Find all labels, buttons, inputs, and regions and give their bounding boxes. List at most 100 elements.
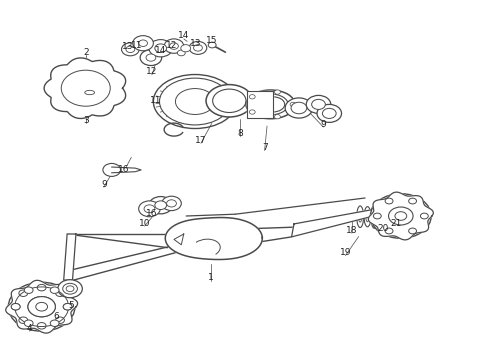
- Circle shape: [274, 114, 280, 119]
- Circle shape: [291, 102, 307, 114]
- Circle shape: [162, 196, 181, 211]
- Ellipse shape: [85, 90, 95, 95]
- Circle shape: [58, 280, 82, 298]
- Text: 14: 14: [178, 31, 190, 40]
- Text: 18: 18: [346, 226, 358, 235]
- Circle shape: [194, 45, 202, 51]
- Text: 8: 8: [237, 129, 243, 138]
- Circle shape: [37, 284, 46, 291]
- Circle shape: [389, 207, 413, 225]
- Circle shape: [139, 40, 147, 46]
- Circle shape: [370, 194, 431, 238]
- Circle shape: [312, 99, 325, 109]
- Circle shape: [177, 50, 185, 56]
- Circle shape: [144, 205, 155, 213]
- Polygon shape: [292, 209, 375, 237]
- Circle shape: [409, 198, 416, 204]
- Circle shape: [37, 323, 46, 329]
- Circle shape: [66, 286, 74, 292]
- Text: 1: 1: [208, 274, 214, 282]
- Text: 4: 4: [26, 324, 32, 333]
- Text: 3: 3: [83, 116, 89, 125]
- Circle shape: [140, 50, 162, 66]
- Ellipse shape: [359, 211, 362, 222]
- Circle shape: [164, 39, 184, 53]
- Circle shape: [306, 95, 331, 113]
- Circle shape: [19, 290, 28, 297]
- Circle shape: [122, 43, 139, 56]
- Text: 9: 9: [101, 180, 107, 189]
- Circle shape: [395, 212, 407, 220]
- Ellipse shape: [213, 89, 246, 112]
- Text: 9: 9: [320, 120, 326, 129]
- Circle shape: [139, 201, 160, 217]
- Ellipse shape: [357, 206, 364, 228]
- Circle shape: [167, 200, 176, 207]
- Ellipse shape: [364, 207, 371, 227]
- Circle shape: [189, 41, 207, 54]
- Circle shape: [249, 110, 255, 114]
- Circle shape: [317, 104, 342, 122]
- Text: 21: 21: [390, 219, 402, 228]
- Circle shape: [36, 302, 48, 311]
- Circle shape: [155, 201, 167, 210]
- Polygon shape: [6, 280, 77, 333]
- Ellipse shape: [246, 90, 295, 119]
- Circle shape: [385, 228, 393, 234]
- Circle shape: [155, 44, 167, 53]
- Circle shape: [34, 301, 49, 312]
- Circle shape: [24, 287, 33, 293]
- Circle shape: [103, 163, 121, 176]
- Ellipse shape: [366, 212, 369, 222]
- Circle shape: [8, 282, 75, 331]
- Circle shape: [28, 297, 55, 317]
- Circle shape: [11, 303, 20, 310]
- Text: 11: 11: [150, 96, 162, 105]
- Circle shape: [322, 108, 336, 118]
- Text: 16: 16: [118, 165, 129, 174]
- Circle shape: [285, 98, 313, 118]
- Ellipse shape: [373, 211, 376, 222]
- Text: 7: 7: [262, 143, 268, 152]
- Circle shape: [181, 45, 191, 52]
- Polygon shape: [44, 58, 125, 118]
- Polygon shape: [112, 167, 141, 173]
- Text: 13: 13: [122, 42, 133, 51]
- Circle shape: [373, 213, 381, 219]
- Text: 13: 13: [190, 39, 202, 48]
- Text: 20: 20: [377, 224, 389, 233]
- Circle shape: [24, 320, 33, 327]
- Text: 5: 5: [68, 302, 74, 310]
- Polygon shape: [174, 234, 184, 245]
- Circle shape: [409, 228, 416, 234]
- Ellipse shape: [378, 206, 385, 228]
- Circle shape: [274, 90, 280, 94]
- Circle shape: [28, 297, 55, 317]
- Circle shape: [170, 43, 178, 49]
- Circle shape: [208, 42, 216, 48]
- Circle shape: [385, 198, 393, 204]
- Circle shape: [146, 54, 156, 61]
- Text: 10: 10: [139, 219, 150, 228]
- Text: 16: 16: [146, 209, 158, 217]
- Circle shape: [11, 303, 20, 310]
- Polygon shape: [368, 192, 433, 240]
- Circle shape: [126, 46, 135, 53]
- Text: 11: 11: [130, 40, 142, 49]
- Ellipse shape: [175, 89, 215, 114]
- Ellipse shape: [380, 211, 383, 222]
- Ellipse shape: [253, 94, 288, 115]
- Circle shape: [133, 36, 153, 51]
- Text: 15: 15: [206, 36, 218, 45]
- Ellipse shape: [160, 78, 231, 125]
- Circle shape: [290, 102, 296, 107]
- Text: 14: 14: [154, 46, 166, 55]
- Ellipse shape: [371, 205, 378, 228]
- Circle shape: [55, 290, 64, 297]
- Circle shape: [149, 197, 172, 214]
- Circle shape: [420, 213, 428, 219]
- Circle shape: [63, 283, 77, 294]
- Polygon shape: [64, 234, 76, 280]
- Ellipse shape: [206, 85, 253, 117]
- Text: 19: 19: [340, 248, 351, 257]
